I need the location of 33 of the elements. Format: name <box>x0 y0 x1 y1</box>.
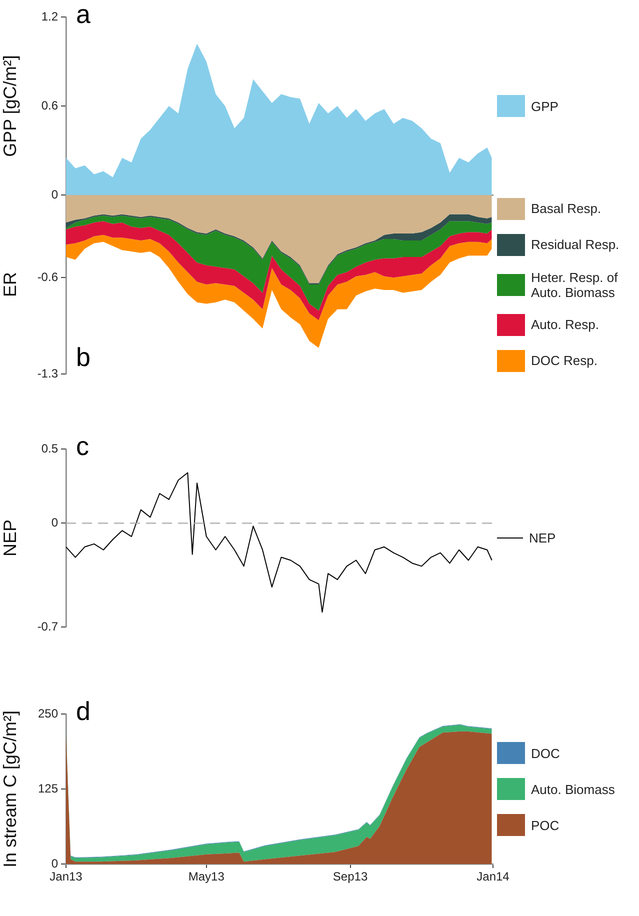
y-axis-title: In stream C [gC/m²] <box>0 710 20 868</box>
annotation: d <box>76 696 90 726</box>
y-axis-title: ER <box>0 272 20 298</box>
y-tick-label: 1.2 <box>41 9 58 24</box>
x-tick-label: Sep13 <box>332 870 368 884</box>
legend-label: POC <box>531 818 560 832</box>
x-tick-label: Jan13 <box>50 870 83 884</box>
legend-label: Auto. Biomass <box>531 782 616 796</box>
annotation: b <box>76 342 90 372</box>
x-tick-label: Jan14 <box>476 870 510 884</box>
legend-label: Basal Resp. <box>531 201 602 216</box>
legend-label: Heter. Resp. of Auto. Biomass <box>531 270 619 300</box>
y-tick-label: 125 <box>38 781 58 796</box>
legend-label: Residual Resp. <box>531 237 620 252</box>
y-tick-label: 250 <box>38 706 58 720</box>
x-tick-label: May13 <box>188 870 225 884</box>
annotation: c <box>76 431 89 462</box>
y-tick-label: -1.3 <box>37 366 58 380</box>
y-tick-label: -0.7 <box>37 619 58 634</box>
y-tick-label: 0.6 <box>41 98 58 112</box>
y-tick-label: -0.6 <box>37 270 58 284</box>
legend-label: DOC <box>531 746 561 760</box>
legend-label: Auto. Resp. <box>531 317 600 332</box>
annotation: a <box>76 0 91 30</box>
y-tick-label: 0 <box>51 515 58 530</box>
legend-label: GPP <box>531 98 560 114</box>
y-axis-title: NEP <box>0 519 20 557</box>
y-tick-label: 0 <box>51 187 58 202</box>
legend-label: DOC Resp. <box>531 353 598 368</box>
y-axis-title: GPP [gC/m²] <box>0 55 20 157</box>
y-tick-label: 0 <box>51 856 58 870</box>
legend-label: NEP <box>529 530 557 546</box>
y-tick-label: 0.5 <box>41 441 58 456</box>
